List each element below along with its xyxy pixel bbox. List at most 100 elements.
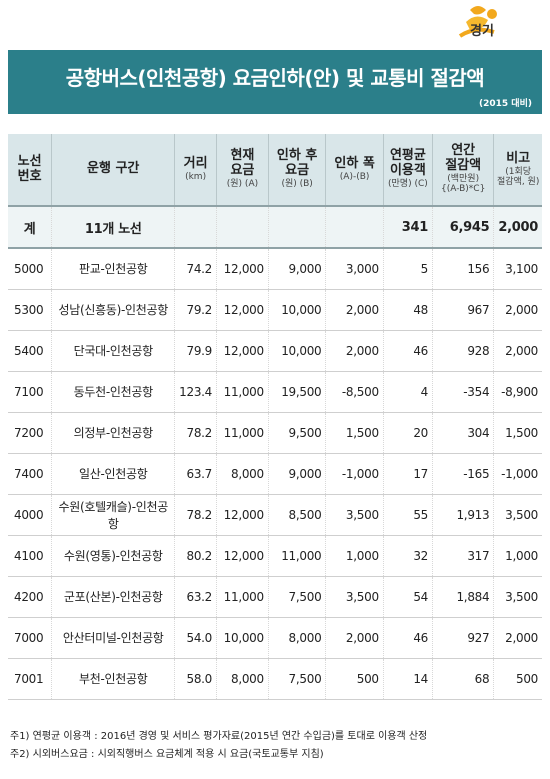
- cell-cut: 500: [325, 658, 384, 700]
- cell-no: 5400: [8, 330, 53, 372]
- cell-users: 48: [383, 289, 434, 331]
- cell-savings: 927: [432, 617, 495, 659]
- cell-cut: 2,000: [325, 289, 384, 331]
- cell-cut: 1,000: [325, 535, 384, 577]
- cell-route: 수원(영통)-인천공항: [51, 535, 176, 577]
- cell-after: 7,500: [268, 576, 327, 618]
- cell-cut: 3,000: [325, 248, 384, 290]
- cell-note: 500: [493, 658, 542, 700]
- cell-note: 3,500: [493, 494, 542, 536]
- cell-cur: 12,000: [216, 248, 269, 290]
- cell-note: 1,000: [493, 535, 542, 577]
- cell-route: 동두천-인천공항: [51, 371, 176, 413]
- cell-route: 성남(신흥동)-인천공항: [51, 289, 176, 331]
- col-header: 현재 요금 (원) (A): [216, 134, 269, 207]
- cell-route: 안산터미널-인천공항: [51, 617, 176, 659]
- cell-route: 부천-인천공항: [51, 658, 176, 700]
- table-row: 7000 안산터미널-인천공항 54.0 10,000 8,000 2,000 46 927 2…: [8, 617, 542, 659]
- table-row: 7100 동두천-인천공항 123.4 11,000 19,500 -8,500 4 -354…: [8, 371, 542, 413]
- fare-table: 노선 번호 운행 구간 거리 (km) 현재 요금 (원) (A) 인하 후 요금(…: [8, 134, 542, 700]
- cell-users: 4: [383, 371, 434, 413]
- cell-savings: 317: [432, 535, 495, 577]
- table-row: 4100 수원(영통)-인천공항 80.2 12,000 11,000 1,000 32 31…: [8, 535, 542, 577]
- cell-cut: 3,500: [325, 494, 384, 536]
- col-header: 연간 절감액 (백만원) {(A-B)*C}: [432, 134, 495, 207]
- cell-users: 14: [383, 658, 434, 700]
- cell-dist: 79.2: [174, 289, 218, 331]
- col-header: 비고 (1회당 절감액, 원): [493, 134, 542, 207]
- cell-users: 54: [383, 576, 434, 618]
- cell-dist: 63.7: [174, 453, 218, 495]
- cell-cur: 12,000: [216, 494, 269, 536]
- cell-users: 20: [383, 412, 434, 454]
- cell-dist: 54.0: [174, 617, 218, 659]
- cell-cut: 2,000: [325, 330, 384, 372]
- cell-no: 7100: [8, 371, 53, 413]
- page-title: 공항버스(인천공항) 요금인하(안) 및 교통비 절감액: [65, 66, 485, 90]
- cell-users: 17: [383, 453, 434, 495]
- cell-savings: 1,913: [432, 494, 495, 536]
- cell-users: 46: [383, 330, 434, 372]
- cell-cut: -8,500: [325, 371, 384, 413]
- cell-no: 4200: [8, 576, 53, 618]
- cell-cur: 12,000: [216, 330, 269, 372]
- header-row: 노선 번호 운행 구간 거리 (km) 현재 요금 (원) (A) 인하 후 요금(…: [8, 134, 542, 207]
- cell-users: 55: [383, 494, 434, 536]
- table-row: 4000 수원(호텔캐슬)-인천공항 78.2 12,000 8,500 3,500 55 1…: [8, 494, 542, 536]
- cell-cut: 3,500: [325, 576, 384, 618]
- col-header: 거리 (km): [174, 134, 218, 207]
- cell-no: 5300: [8, 289, 53, 331]
- cell-savings: 304: [432, 412, 495, 454]
- cell-note: 2,000: [493, 330, 542, 372]
- logo-text: 경기: [470, 24, 494, 39]
- cell-dist: 58.0: [174, 658, 218, 700]
- total-note: 2,000: [493, 206, 542, 249]
- cell-cur: 12,000: [216, 289, 269, 331]
- cell-cur: 11,000: [216, 371, 269, 413]
- table-row: 7200 의정부-인천공항 78.2 11,000 9,500 1,500 20 304 1,5…: [8, 412, 542, 454]
- cell-cur: 8,000: [216, 658, 269, 700]
- cell-note: -8,900: [493, 371, 542, 413]
- cell-after: 9,500: [268, 412, 327, 454]
- cell-note: 3,100: [493, 248, 542, 290]
- cell-users: 46: [383, 617, 434, 659]
- page-subtitle: (2015 대비): [479, 99, 532, 109]
- cell-route: 단국대-인천공항: [51, 330, 176, 372]
- cell-dist: 63.2: [174, 576, 218, 618]
- cell-route: 일산-인천공항: [51, 453, 176, 495]
- cell-dist: 79.9: [174, 330, 218, 372]
- table-row: 5400 단국대-인천공항 79.9 12,000 10,000 2,000 46 928 2,…: [8, 330, 542, 372]
- cell-after: 9,000: [268, 453, 327, 495]
- cell-savings: 156: [432, 248, 495, 290]
- cell-after: 9,000: [268, 248, 327, 290]
- table-row: 5300 성남(신흥동)-인천공항 79.2 12,000 10,000 2,000 48 9…: [8, 289, 542, 331]
- cell-users: 32: [383, 535, 434, 577]
- cell-no: 7200: [8, 412, 53, 454]
- cell-no: 7001: [8, 658, 53, 700]
- cell-after: 10,000: [268, 289, 327, 331]
- cell-route: 판교-인천공항: [51, 248, 176, 290]
- cell-after: 8,500: [268, 494, 327, 536]
- cell-after: 10,000: [268, 330, 327, 372]
- cell-cur: 11,000: [216, 412, 269, 454]
- total-users: 341: [383, 206, 434, 249]
- cell-savings: -165: [432, 453, 495, 495]
- cell-savings: 928: [432, 330, 495, 372]
- cell-no: 7000: [8, 617, 53, 659]
- cell-dist: 80.2: [174, 535, 218, 577]
- cell-note: 3,500: [493, 576, 542, 618]
- cell-cut: -1,000: [325, 453, 384, 495]
- cell-cur: 12,000: [216, 535, 269, 577]
- cell-no: 7400: [8, 453, 53, 495]
- cell-dist: 78.2: [174, 412, 218, 454]
- table-row: 7400 일산-인천공항 63.7 8,000 9,000 -1,000 17 -165 -1,…: [8, 453, 542, 495]
- title-banner: 공항버스(인천공항) 요금인하(안) 및 교통비 절감액 (2015 대비): [8, 50, 542, 114]
- col-header: 운행 구간: [51, 134, 176, 207]
- total-label: 계: [8, 206, 53, 249]
- cell-route: 의정부-인천공항: [51, 412, 176, 454]
- cell-dist: 74.2: [174, 248, 218, 290]
- col-header: 노선 번호: [8, 134, 53, 207]
- cell-savings: 967: [432, 289, 495, 331]
- cell-no: 4100: [8, 535, 53, 577]
- footnotes: 주1) 연평균 이용객 : 2016년 경영 및 서비스 평가자료(2015년 …: [10, 728, 427, 763]
